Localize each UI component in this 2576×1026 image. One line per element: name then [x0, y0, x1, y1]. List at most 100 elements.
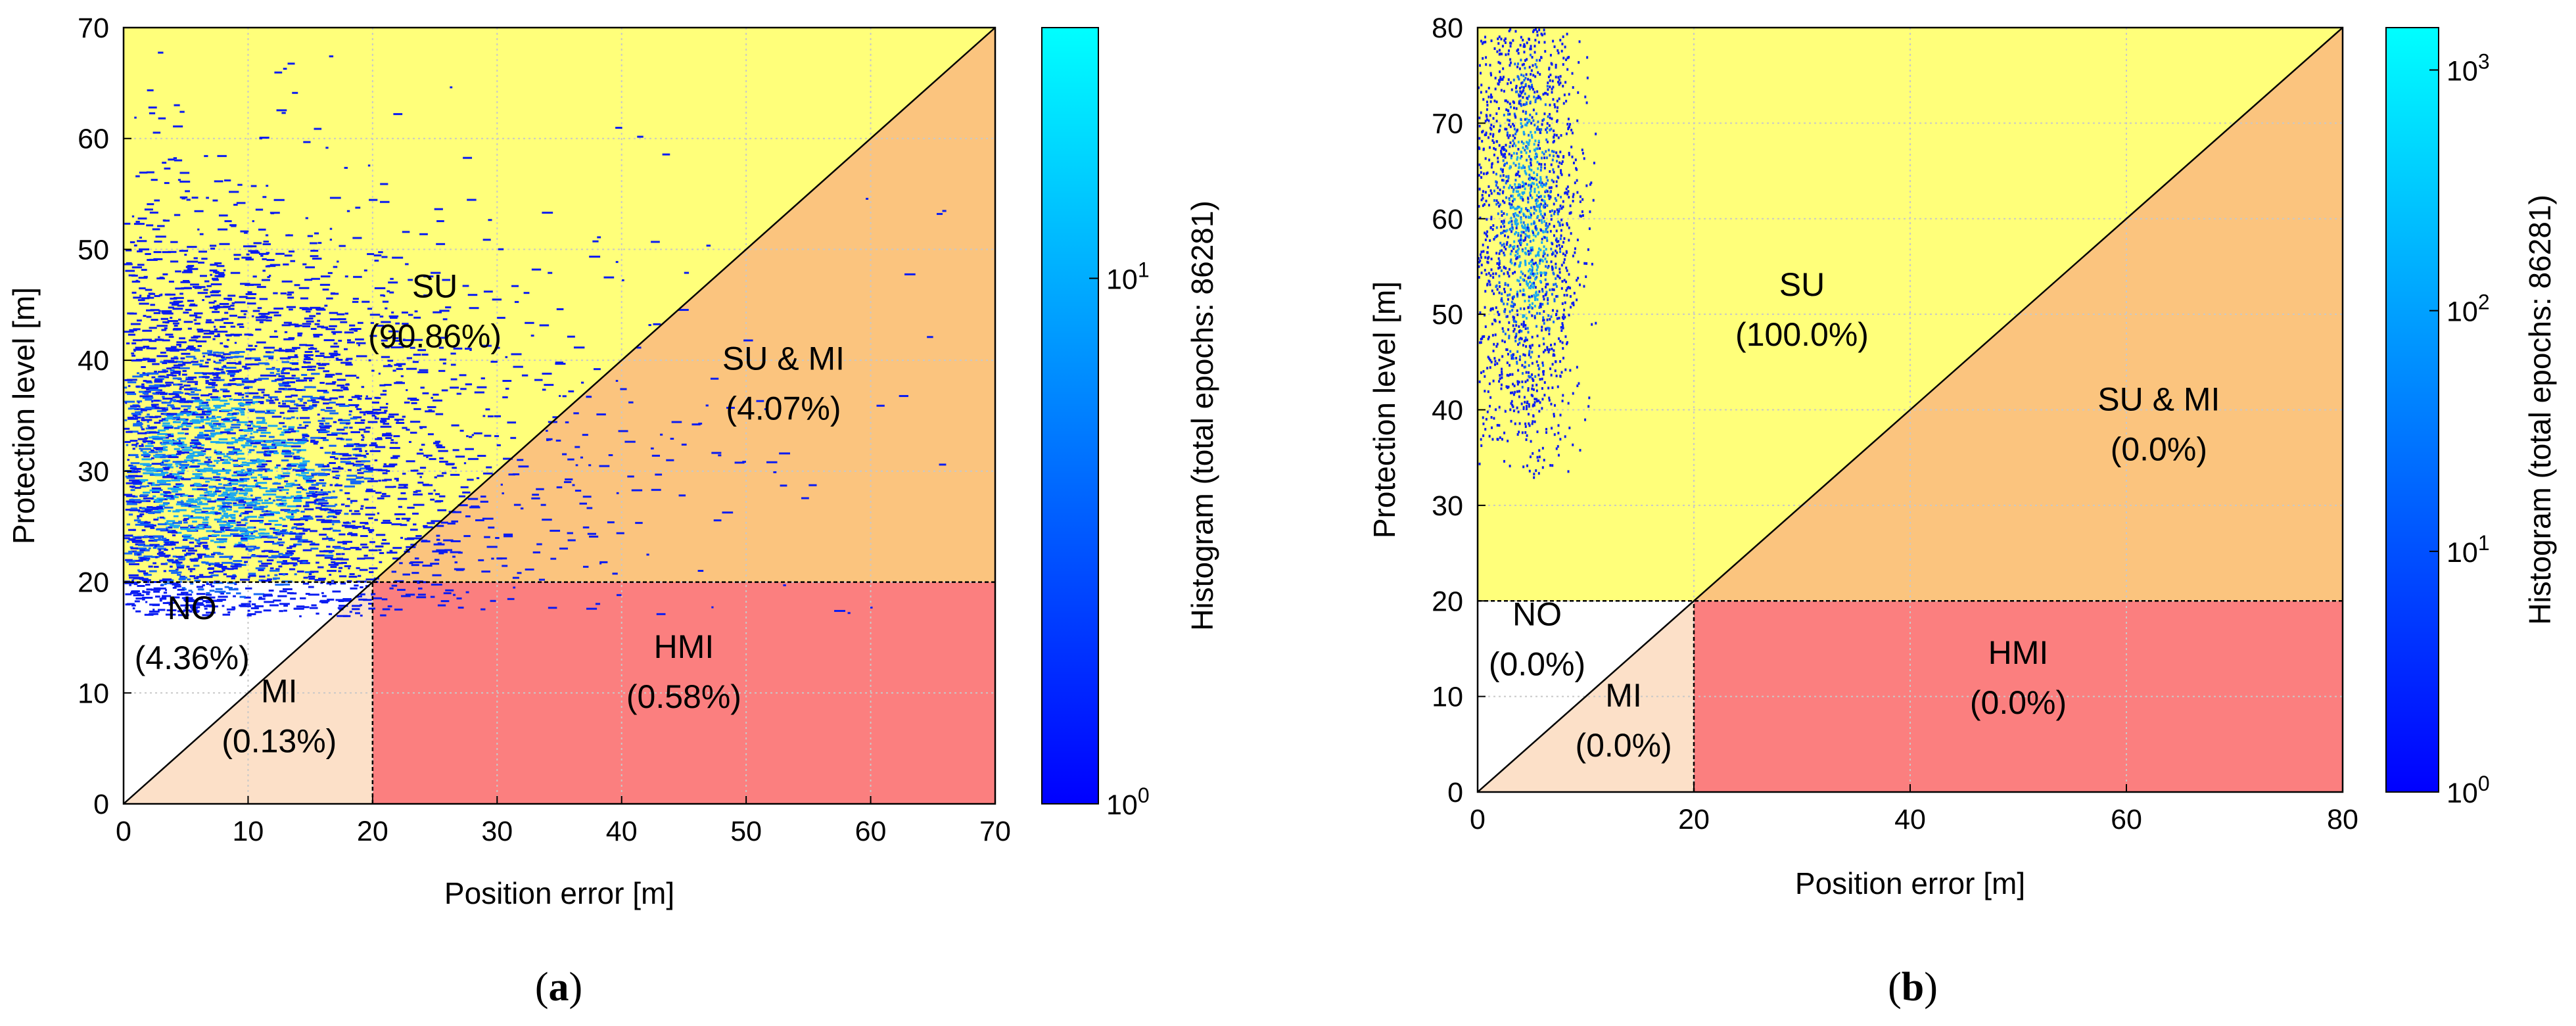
histogram-cell: [210, 478, 216, 481]
histogram-cell: [141, 480, 145, 482]
histogram-cell: [156, 436, 166, 439]
histogram-cell: [139, 248, 150, 250]
histogram-cell: [1519, 337, 1522, 340]
histogram-cell: [258, 528, 266, 531]
histogram-cell: [159, 483, 170, 486]
histogram-cell: [188, 590, 193, 592]
histogram-cell: [214, 319, 223, 321]
histogram-cell: [1510, 195, 1512, 198]
histogram-cell: [1506, 162, 1509, 165]
histogram-cell: [1510, 300, 1513, 304]
histogram-cell: [1520, 216, 1522, 219]
histogram-cell: [327, 491, 331, 494]
histogram-cell: [298, 287, 310, 289]
histogram-cell: [355, 465, 362, 467]
histogram-cell: [1491, 438, 1494, 441]
histogram-cell: [1565, 99, 1568, 103]
histogram-cell: [241, 256, 252, 259]
histogram-cell: [210, 441, 220, 444]
histogram-cell: [416, 596, 427, 599]
histogram-cell: [157, 548, 166, 550]
histogram-cell: [172, 366, 180, 369]
histogram-cell: [1546, 254, 1549, 257]
histogram-cell: [216, 275, 225, 278]
histogram-cell: [210, 425, 214, 428]
histogram-cell: [580, 456, 584, 459]
histogram-cell: [1492, 117, 1495, 120]
y-tick-label: 60: [78, 124, 109, 155]
histogram-cell: [382, 433, 390, 436]
histogram-cell: [282, 560, 287, 563]
histogram-cell: [363, 431, 370, 433]
histogram-cell: [214, 499, 225, 501]
histogram-cell: [1524, 118, 1526, 121]
histogram-cell: [1516, 249, 1519, 252]
histogram-cell: [1536, 298, 1539, 301]
histogram-cell: [1543, 183, 1545, 186]
histogram-cell: [217, 505, 227, 507]
histogram-cell: [170, 350, 179, 352]
histogram-cell: [175, 394, 180, 397]
histogram-cell: [486, 546, 498, 548]
histogram-cell: [394, 580, 404, 582]
histogram-cell: [253, 431, 258, 433]
histogram-cell: [565, 478, 573, 480]
histogram-cell: [206, 404, 209, 406]
histogram-cell: [274, 574, 278, 576]
histogram-cell: [263, 609, 271, 612]
histogram-cell: [349, 427, 353, 429]
histogram-cell: [1529, 53, 1532, 57]
histogram-cell: [282, 467, 291, 470]
histogram-cell: [164, 583, 167, 586]
histogram-cell: [342, 597, 352, 600]
histogram-cell: [198, 250, 208, 253]
histogram-cell: [208, 564, 211, 567]
histogram-cell: [294, 573, 297, 576]
histogram-cell: [410, 561, 421, 564]
histogram-cell: [131, 486, 134, 488]
histogram-cell: [296, 505, 302, 507]
histogram-cell: [174, 383, 178, 386]
histogram-cell: [163, 449, 168, 452]
histogram-cell: [265, 422, 268, 425]
histogram-cell: [227, 496, 234, 498]
histogram-cell: [1498, 291, 1501, 294]
histogram-cell: [1493, 189, 1495, 193]
histogram-cell: [327, 511, 337, 514]
histogram-cell: [252, 396, 260, 399]
histogram-cell: [232, 377, 244, 380]
histogram-cell: [1501, 339, 1504, 342]
histogram-cell: [743, 339, 753, 342]
histogram-cell: [157, 609, 166, 611]
histogram-cell: [206, 399, 211, 402]
histogram-cell: [222, 468, 225, 471]
histogram-cell: [480, 495, 486, 498]
histogram-cell: [277, 477, 282, 480]
histogram-cell: [152, 484, 156, 486]
histogram-cell: [139, 172, 148, 174]
histogram-cell: [1550, 373, 1553, 377]
histogram-cell: [555, 362, 566, 365]
x-axis-label: Position error [m]: [444, 876, 674, 910]
histogram-cell: [1535, 58, 1538, 62]
histogram-cell: [138, 570, 146, 572]
histogram-cell: [1514, 207, 1516, 210]
histogram-cell: [1506, 133, 1509, 137]
histogram-cell: [152, 441, 156, 444]
histogram-cell: [195, 469, 205, 471]
histogram-cell: [355, 612, 360, 615]
histogram-cell: [1530, 122, 1533, 125]
histogram-cell: [1530, 69, 1533, 72]
histogram-cell: [440, 521, 448, 524]
histogram-cell: [325, 425, 332, 427]
histogram-cell: [482, 415, 486, 417]
histogram-cell: [392, 337, 399, 340]
histogram-cell: [269, 451, 274, 454]
histogram-cell: [177, 588, 185, 591]
histogram-cell: [162, 503, 168, 505]
histogram-cell: [170, 346, 177, 348]
histogram-cell: [1488, 146, 1491, 149]
histogram-cell: [212, 381, 216, 384]
histogram-cell: [1572, 392, 1574, 395]
histogram-cell: [214, 565, 222, 567]
